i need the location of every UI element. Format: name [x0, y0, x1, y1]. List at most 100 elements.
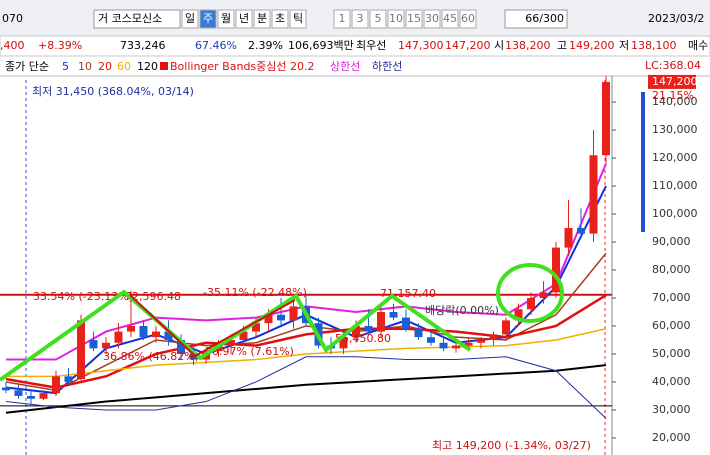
- interval-button[interactable]: [369, 9, 387, 29]
- candle-body: [502, 320, 510, 335]
- y-tick-label: 60,000: [652, 319, 691, 332]
- interval-label[interactable]: 15: [407, 12, 421, 25]
- interval-button[interactable]: [387, 9, 405, 29]
- candle-body: [489, 334, 498, 340]
- quote-item: 147,200: [445, 39, 491, 52]
- count-box: [504, 9, 568, 29]
- candle-body: [127, 325, 135, 332]
- quote-item: 138,100: [631, 39, 677, 52]
- y-tick-label: 90,000: [652, 235, 691, 248]
- candle-body: [27, 395, 35, 399]
- y-tick-label: 100,000: [652, 207, 698, 220]
- y-tick-label: 80,000: [652, 263, 691, 276]
- candle-body: [39, 393, 48, 399]
- quote-item: 저: [619, 39, 629, 52]
- candle-body: [552, 247, 560, 293]
- period-label[interactable]: 월: [221, 12, 231, 25]
- stock-name[interactable]: 거 코스모신소: [98, 12, 162, 25]
- period-label[interactable]: 년: [239, 12, 249, 25]
- annotation: 72,596.48: [125, 290, 181, 303]
- ma-line: [6, 163, 607, 361]
- legend-item: 하한선: [372, 59, 402, 73]
- period-button[interactable]: [271, 9, 289, 29]
- candle-body: [14, 390, 23, 396]
- period-label[interactable]: 초: [275, 12, 285, 25]
- drawing: [129, 294, 296, 358]
- ma-line: [6, 328, 607, 378]
- candle-body: [389, 311, 398, 318]
- annotation: 21.15%: [652, 89, 694, 102]
- candle-body: [452, 345, 460, 349]
- candle-body: [64, 376, 73, 382]
- candle-body: [539, 292, 548, 298]
- candle-body: [152, 331, 160, 338]
- count: 66/300: [525, 12, 564, 25]
- interval-button[interactable]: [333, 9, 351, 29]
- period-label[interactable]: 일: [185, 11, 195, 25]
- interval-button[interactable]: [405, 9, 423, 29]
- interval-label[interactable]: 45: [443, 12, 457, 25]
- ma-line: [5, 364, 607, 414]
- legend-item: 60: [117, 60, 131, 73]
- y-tick-label: 40,000: [652, 375, 691, 388]
- candle-body: [477, 339, 485, 343]
- candle-body: [177, 339, 185, 354]
- legend-swatch: [160, 62, 168, 70]
- interval-button[interactable]: [423, 9, 441, 29]
- period-label[interactable]: 주: [203, 12, 213, 25]
- candle-body: [252, 323, 260, 332]
- interval-label[interactable]: 60: [461, 12, 475, 25]
- drawing: [0, 289, 472, 382]
- candle-body: [102, 342, 110, 349]
- interval-button[interactable]: [351, 9, 369, 29]
- quote-item: 147,300: [398, 39, 444, 52]
- quote-item: 매수: [688, 39, 708, 52]
- y-tick-label: 20,000: [652, 431, 691, 444]
- interval-button[interactable]: [459, 9, 477, 29]
- interval-label[interactable]: 30: [425, 12, 439, 25]
- candle-body: [277, 314, 285, 321]
- ma-line: [5, 356, 607, 419]
- period-button[interactable]: [217, 9, 235, 29]
- candle-body: [602, 81, 610, 156]
- y-tick-label: 110,000: [652, 179, 698, 192]
- candle-body: [339, 337, 348, 349]
- quote-item: 149,200: [569, 39, 615, 52]
- interval-label[interactable]: 3: [357, 12, 364, 25]
- y-tick-label: 70,000: [652, 291, 691, 304]
- interval-label[interactable]: 1: [339, 12, 346, 25]
- period-label[interactable]: 분: [257, 12, 267, 25]
- period-button[interactable]: [289, 9, 307, 29]
- candle-body: [164, 331, 173, 340]
- candle-body: [589, 155, 598, 234]
- period-button[interactable]: [253, 9, 271, 29]
- candle-body: [514, 309, 523, 321]
- quote-item: 67.46%: [195, 39, 237, 52]
- drawing: [496, 263, 564, 323]
- candle-body: [139, 325, 148, 338]
- quote-item: ,400: [0, 39, 25, 52]
- annotation: 30.97% (7.61%): [205, 345, 294, 358]
- candle-body: [352, 325, 360, 338]
- candle-body: [414, 328, 423, 338]
- quote-item: 138,200: [505, 39, 551, 52]
- quote-item: 시: [494, 39, 504, 52]
- candle-body: [402, 317, 410, 329]
- legend-item: 10: [78, 60, 92, 73]
- candle-body: [227, 339, 235, 346]
- period-label[interactable]: 틱: [293, 12, 303, 25]
- interval-button[interactable]: [441, 9, 459, 29]
- period-button[interactable]: [199, 9, 217, 29]
- annotation: 배당락(0.00%): [425, 304, 499, 317]
- period-button[interactable]: [235, 9, 253, 29]
- y-tick-label: 30,000: [652, 403, 691, 416]
- quote-item: 고: [557, 39, 567, 52]
- interval-label[interactable]: 5: [375, 12, 382, 25]
- candle-body: [52, 376, 60, 394]
- quote-item: 733,246: [120, 39, 166, 52]
- period-button[interactable]: [181, 9, 199, 29]
- interval-label[interactable]: 10: [389, 12, 403, 25]
- legend-label: Bollinger Bands중심선 20.2: [170, 60, 315, 73]
- candle-body: [239, 331, 248, 340]
- candle-body: [564, 228, 573, 248]
